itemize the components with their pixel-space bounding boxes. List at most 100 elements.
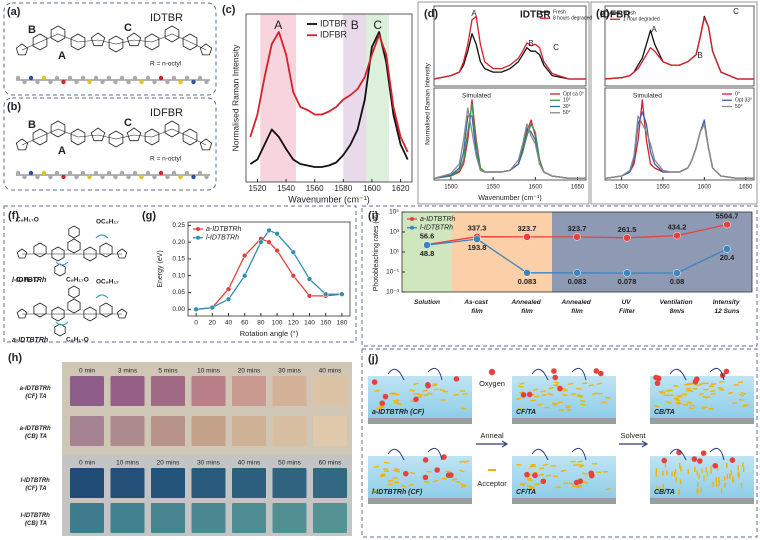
acceptor-dash <box>592 392 598 396</box>
x-tick-label: Intensity 12 Suns <box>713 299 742 315</box>
y-tick-label: 0.05 <box>172 289 185 296</box>
bond <box>39 33 59 43</box>
marker <box>623 234 631 242</box>
ring <box>16 248 28 259</box>
sample-film <box>191 468 226 498</box>
x-tick-label: 1520 <box>249 184 267 193</box>
marker <box>274 247 280 254</box>
x-tick-label: Annealed film <box>560 299 592 315</box>
chain-label: OC₈H₁₇ <box>96 219 119 226</box>
acceptor-dash <box>548 387 554 390</box>
bond <box>77 134 99 138</box>
category-band <box>402 212 452 292</box>
sample-film <box>151 416 185 446</box>
acceptor-dash <box>515 397 522 401</box>
legend-swatch <box>196 235 200 240</box>
substrate <box>650 498 754 504</box>
acceptor-dash <box>460 483 467 487</box>
series-line <box>196 238 342 310</box>
sample-film <box>313 503 347 533</box>
atom <box>106 170 112 176</box>
sample-film <box>70 503 104 533</box>
marker <box>290 273 296 279</box>
film-layer <box>650 376 754 418</box>
acceptor-dash <box>741 392 747 395</box>
atom <box>48 79 53 85</box>
time-label: 5 mins <box>158 368 178 375</box>
atom <box>126 79 131 85</box>
acceptor-dash <box>380 475 386 478</box>
panel-label: (i) <box>368 210 379 222</box>
series-line <box>433 33 586 80</box>
legend-label: a-IDTBTRh <box>206 226 242 233</box>
category-band <box>652 212 702 292</box>
atom <box>48 174 53 180</box>
acceptor-dash <box>579 464 585 468</box>
series-line <box>249 31 409 153</box>
acceptor-dash <box>576 387 582 390</box>
ring <box>144 33 160 51</box>
acceptor-dash <box>596 382 603 385</box>
marker <box>266 227 272 234</box>
x-tick-label: 1650 <box>571 185 585 191</box>
atom <box>184 170 190 176</box>
oxygen-dot <box>524 471 530 478</box>
acceptor-dash <box>413 392 419 395</box>
ring <box>70 128 86 146</box>
peak-label: A <box>651 25 657 34</box>
x-tick-label: 20 <box>209 320 217 327</box>
acceptor-dash <box>668 394 674 397</box>
atom <box>100 79 105 85</box>
acceptor-dash <box>687 389 694 393</box>
x-tick-label: 140 <box>304 320 315 327</box>
oxygen-dot <box>654 380 661 387</box>
time-label: 0 min <box>79 368 95 375</box>
y-tick-label: 10³ <box>390 229 400 236</box>
atom <box>100 174 105 180</box>
marker <box>673 231 681 240</box>
atom <box>80 170 86 176</box>
acceptor-dash <box>379 406 385 409</box>
panel-label: (a) <box>7 6 21 18</box>
ring <box>108 130 124 148</box>
film-label: CB/TA <box>654 409 675 416</box>
series-line <box>604 99 754 180</box>
bond <box>171 33 191 43</box>
y-tick-label: 10¹ <box>390 249 400 256</box>
substrate <box>512 498 616 504</box>
acceptor-dash <box>576 484 582 488</box>
substrate <box>650 418 754 424</box>
acceptor-dash <box>654 404 660 408</box>
oxygen-dot <box>422 457 429 463</box>
atom <box>15 75 21 81</box>
ring <box>16 308 28 319</box>
acceptor-dash <box>582 481 588 484</box>
bond <box>171 128 191 138</box>
rotation-arrow <box>55 294 109 326</box>
bond <box>39 128 59 138</box>
plot-frame <box>604 5 755 87</box>
ring <box>32 33 48 51</box>
substrate <box>368 498 472 504</box>
atom <box>191 174 196 180</box>
oxygen-dot <box>434 467 440 473</box>
acceptor-dash <box>689 404 696 407</box>
value-label: 323.7 <box>568 224 587 233</box>
sample-film <box>272 376 307 406</box>
diffusion-arrow <box>669 447 725 461</box>
acceptor-dash <box>460 407 467 410</box>
sample-film <box>151 468 185 498</box>
y-tick-label: 10⁻¹ <box>386 269 400 276</box>
marker <box>673 269 681 277</box>
panel-label: (c) <box>222 4 236 16</box>
substituent-note: R = n-octyl <box>150 61 182 68</box>
plot-frame <box>433 5 587 87</box>
panel-label: (b) <box>7 101 21 113</box>
value-label: 337.3 <box>468 224 487 233</box>
acceptor-dash <box>552 403 558 406</box>
atom <box>41 75 47 81</box>
ring <box>116 248 128 259</box>
marker <box>723 220 731 229</box>
oxygen-dot <box>448 472 454 478</box>
unit-label: C <box>124 117 132 129</box>
